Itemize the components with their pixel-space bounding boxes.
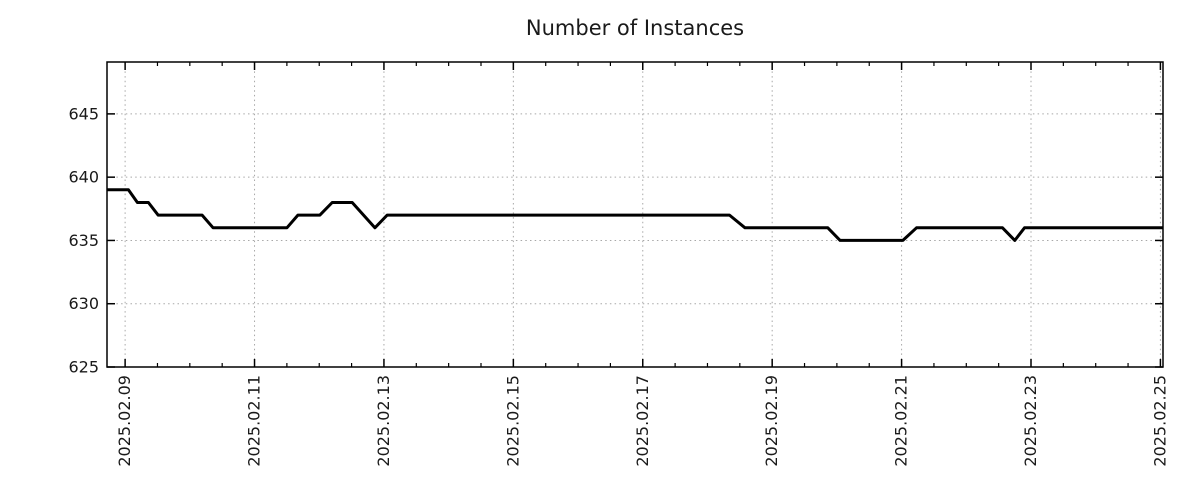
x-tick-label: 2025.02.21 [892,375,911,467]
x-tick-label: 2025.02.25 [1150,375,1169,467]
x-tick-label: 2025.02.09 [115,375,134,467]
x-tick-label: 2025.02.13 [374,375,393,467]
x-tick-label: 2025.02.23 [1021,375,1040,467]
y-tick-label: 625 [68,358,99,377]
data-line-instances [107,188,1163,242]
x-tick-label: 2025.02.11 [245,375,264,467]
x-tick-label: 2025.02.15 [503,375,522,467]
y-tick-label: 630 [68,294,99,313]
x-tick-label: 2025.02.19 [762,375,781,467]
x-tick-label: 2025.02.17 [633,375,652,467]
plot-border [106,61,1164,368]
y-tick-label: 645 [68,104,99,123]
chart-title: Number of Instances [525,16,745,40]
y-tick-label: 635 [68,231,99,250]
y-tick-label: 640 [68,168,99,187]
